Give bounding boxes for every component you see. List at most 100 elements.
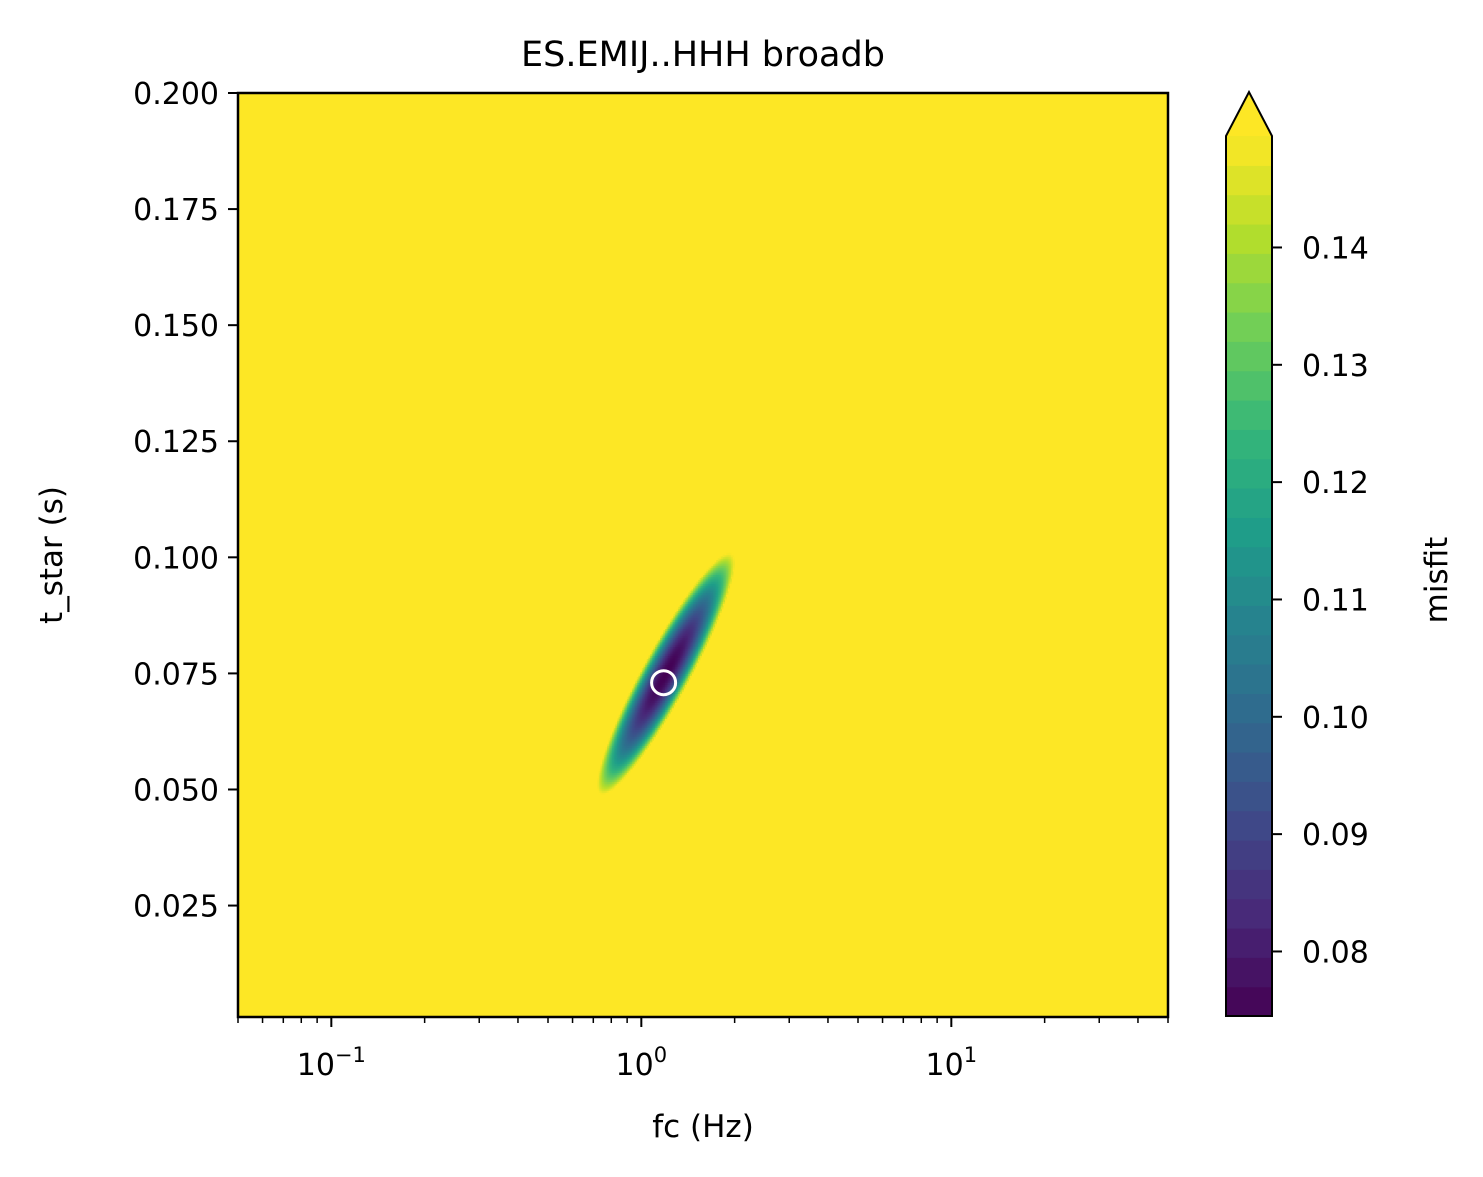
- heatmap-cell: [673, 623, 676, 626]
- heatmap-cell: [721, 605, 724, 608]
- heatmap-cell: [689, 605, 693, 608]
- heatmap-cell: [621, 741, 625, 745]
- heatmap-cell: [674, 671, 678, 674]
- heatmap-cell: [666, 657, 669, 660]
- colorbar-band: [1226, 693, 1272, 724]
- heatmap-cell: [610, 745, 613, 748]
- heatmap-cell: [628, 741, 631, 745]
- heatmap-cell: [648, 687, 651, 691]
- heatmap-cell: [729, 567, 732, 570]
- heatmap-cell: [688, 673, 691, 676]
- heatmap-cell: [620, 757, 623, 761]
- heatmap-cell: [691, 651, 694, 655]
- heatmap-cell: [686, 677, 689, 680]
- heatmap-cell: [722, 565, 726, 568]
- heatmap-cell: [607, 750, 610, 754]
- heatmap-cell: [694, 657, 697, 660]
- heatmap-cell: [631, 687, 635, 691]
- heatmap-cell: [686, 648, 689, 651]
- heatmap-cell: [716, 565, 719, 568]
- heatmap-cell: [681, 644, 684, 648]
- heatmap-cell: [607, 774, 610, 777]
- heatmap-cell: [612, 783, 615, 786]
- heatmap-cell: [716, 561, 719, 565]
- heatmap-cell: [694, 612, 697, 615]
- heatmap-cell: [628, 693, 631, 696]
- heatmap-cell: [607, 745, 610, 748]
- heatmap-cell: [671, 639, 674, 642]
- heatmap-cell: [696, 619, 699, 622]
- heatmap-cell: [722, 554, 726, 558]
- heatmap-cell: [711, 617, 714, 621]
- heatmap-cell: [673, 650, 676, 653]
- heatmap-cell: [626, 761, 630, 764]
- heatmap-cell: [724, 570, 727, 574]
- heatmap-cell: [607, 788, 610, 791]
- heatmap-cell: [676, 691, 679, 694]
- heatmap-cell: [689, 664, 693, 667]
- heatmap-cell: [688, 664, 691, 667]
- heatmap-cell: [694, 614, 697, 617]
- heatmap-cell: [666, 642, 669, 646]
- heatmap-cell: [633, 729, 636, 732]
- heatmap-cell: [691, 606, 694, 610]
- heatmap-cell: [698, 623, 701, 626]
- heatmap-cell: [661, 635, 664, 639]
- heatmap-cell: [716, 606, 719, 610]
- heatmap-cell: [712, 592, 716, 595]
- heatmap-cell: [709, 585, 712, 588]
- heatmap-cell: [656, 686, 659, 689]
- heatmap-cell: [638, 684, 641, 687]
- heatmap-cell: [631, 730, 635, 734]
- heatmap-cell: [640, 721, 643, 725]
- heatmap-cell: [727, 572, 731, 576]
- heatmap-cell: [681, 612, 684, 615]
- heatmap-cell: [669, 709, 673, 712]
- heatmap-cell: [612, 748, 615, 752]
- heatmap-cell: [707, 628, 711, 631]
- heatmap-cell: [726, 560, 729, 563]
- heatmap-cell: [683, 653, 686, 657]
- heatmap-cell: [694, 624, 697, 628]
- heatmap-cell: [623, 745, 626, 748]
- heatmap-cell: [638, 748, 641, 752]
- heatmap-cell: [674, 694, 678, 698]
- heatmap-cell: [668, 707, 671, 710]
- heatmap-cell: [679, 644, 683, 648]
- heatmap-cell: [669, 637, 673, 640]
- heatmap-cell: [696, 657, 699, 660]
- heatmap-cell: [638, 721, 641, 725]
- heatmap-cell: [655, 655, 658, 658]
- heatmap-cell: [721, 576, 724, 579]
- heatmap-cell: [645, 712, 648, 716]
- heatmap-cell: [668, 621, 671, 624]
- heatmap-cell: [653, 696, 656, 700]
- heatmap-cell: [653, 727, 656, 730]
- heatmap-cell: [600, 774, 603, 777]
- heatmap-cell: [645, 700, 648, 703]
- heatmap-cell: [729, 572, 732, 576]
- heatmap-cell: [699, 578, 702, 581]
- heatmap-cell: [641, 703, 645, 707]
- heatmap-cell: [635, 702, 638, 705]
- heatmap-cell: [600, 784, 603, 788]
- heatmap-cell: [663, 678, 666, 682]
- heatmap-cell: [626, 738, 630, 741]
- heatmap-cell: [645, 680, 648, 683]
- heatmap-cell: [650, 720, 653, 723]
- heatmap-cell: [650, 696, 653, 700]
- heatmap-cell: [669, 702, 673, 705]
- heatmap-cell: [699, 585, 702, 588]
- heatmap-cell: [719, 576, 722, 579]
- heatmap-cell: [678, 628, 681, 631]
- heatmap-cell: [689, 623, 693, 626]
- heatmap-cell: [693, 657, 696, 660]
- heatmap-cell: [726, 554, 729, 558]
- heatmap-cell: [696, 615, 699, 619]
- heatmap-cell: [663, 651, 666, 655]
- heatmap-cell: [605, 784, 608, 788]
- heatmap-cell: [620, 772, 623, 775]
- heatmap-cell: [686, 650, 689, 653]
- heatmap-cell: [643, 741, 646, 745]
- heatmap-cell: [712, 621, 716, 624]
